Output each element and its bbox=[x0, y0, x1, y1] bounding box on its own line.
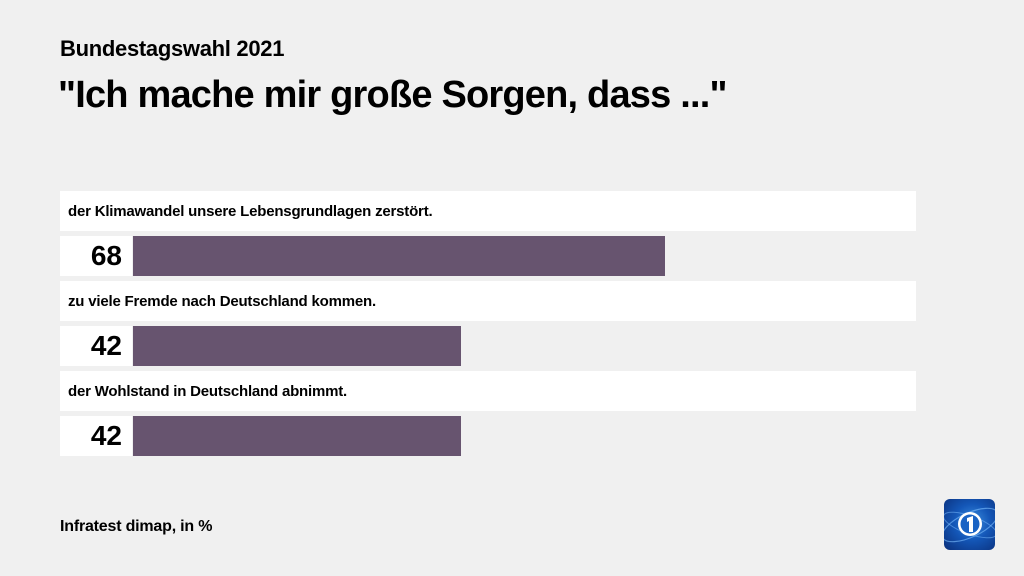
chart-supertitle: Bundestagswahl 2021 bbox=[60, 36, 285, 61]
source-note: Infratest dimap, in % bbox=[60, 518, 213, 535]
bar bbox=[133, 326, 462, 366]
row-value: 42 bbox=[60, 326, 132, 366]
row-label: der Klimawandel unsere Lebensgrundlagen … bbox=[60, 191, 916, 231]
bar bbox=[133, 236, 665, 276]
row-label: zu viele Fremde nach Deutschland kommen. bbox=[60, 281, 916, 321]
tagesschau-logo-icon bbox=[944, 499, 995, 550]
bar bbox=[133, 416, 462, 456]
row-value: 68 bbox=[60, 236, 132, 276]
row-label: der Wohlstand in Deutschland abnimmt. bbox=[60, 371, 916, 411]
chart-row: der Wohlstand in Deutschland abnimmt. 42 bbox=[60, 371, 916, 456]
chart-title: "Ich mache mir große Sorgen, dass ..." bbox=[58, 74, 728, 116]
chart-row: zu viele Fremde nach Deutschland kommen.… bbox=[60, 281, 916, 366]
chart-row: der Klimawandel unsere Lebensgrundlagen … bbox=[60, 191, 916, 276]
row-value: 42 bbox=[60, 416, 132, 456]
bar-chart: der Klimawandel unsere Lebensgrundlagen … bbox=[60, 191, 916, 461]
